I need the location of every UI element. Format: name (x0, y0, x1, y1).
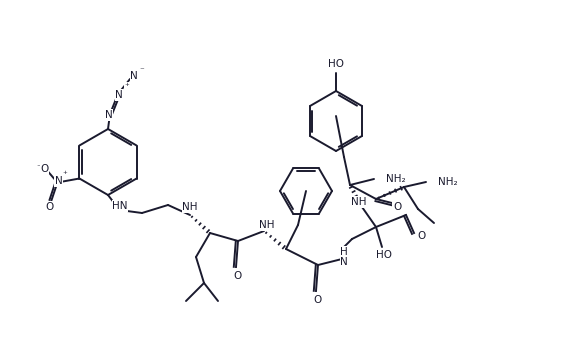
Text: HO: HO (328, 59, 344, 69)
Text: N: N (115, 90, 123, 100)
Text: N: N (105, 110, 113, 120)
Text: O: O (45, 202, 54, 211)
Text: H: H (340, 247, 348, 257)
Text: O: O (313, 295, 321, 305)
Text: ⁺: ⁺ (62, 170, 67, 179)
Text: NH₂: NH₂ (438, 177, 457, 187)
Text: NH₂: NH₂ (386, 174, 406, 184)
Text: N: N (55, 176, 62, 186)
Text: O: O (393, 202, 401, 212)
Text: O: O (41, 164, 49, 174)
Text: HN: HN (112, 201, 128, 211)
Text: N: N (340, 257, 348, 267)
Text: N: N (130, 71, 138, 81)
Text: NH: NH (259, 220, 275, 230)
Text: ⁻: ⁻ (36, 163, 41, 172)
Text: ⁻: ⁻ (139, 66, 145, 76)
Text: ⁺: ⁺ (125, 83, 129, 91)
Text: HO: HO (376, 250, 392, 260)
Text: NH: NH (182, 202, 198, 212)
Text: O: O (418, 231, 426, 241)
Text: O: O (234, 271, 242, 281)
Text: NH: NH (351, 197, 367, 207)
